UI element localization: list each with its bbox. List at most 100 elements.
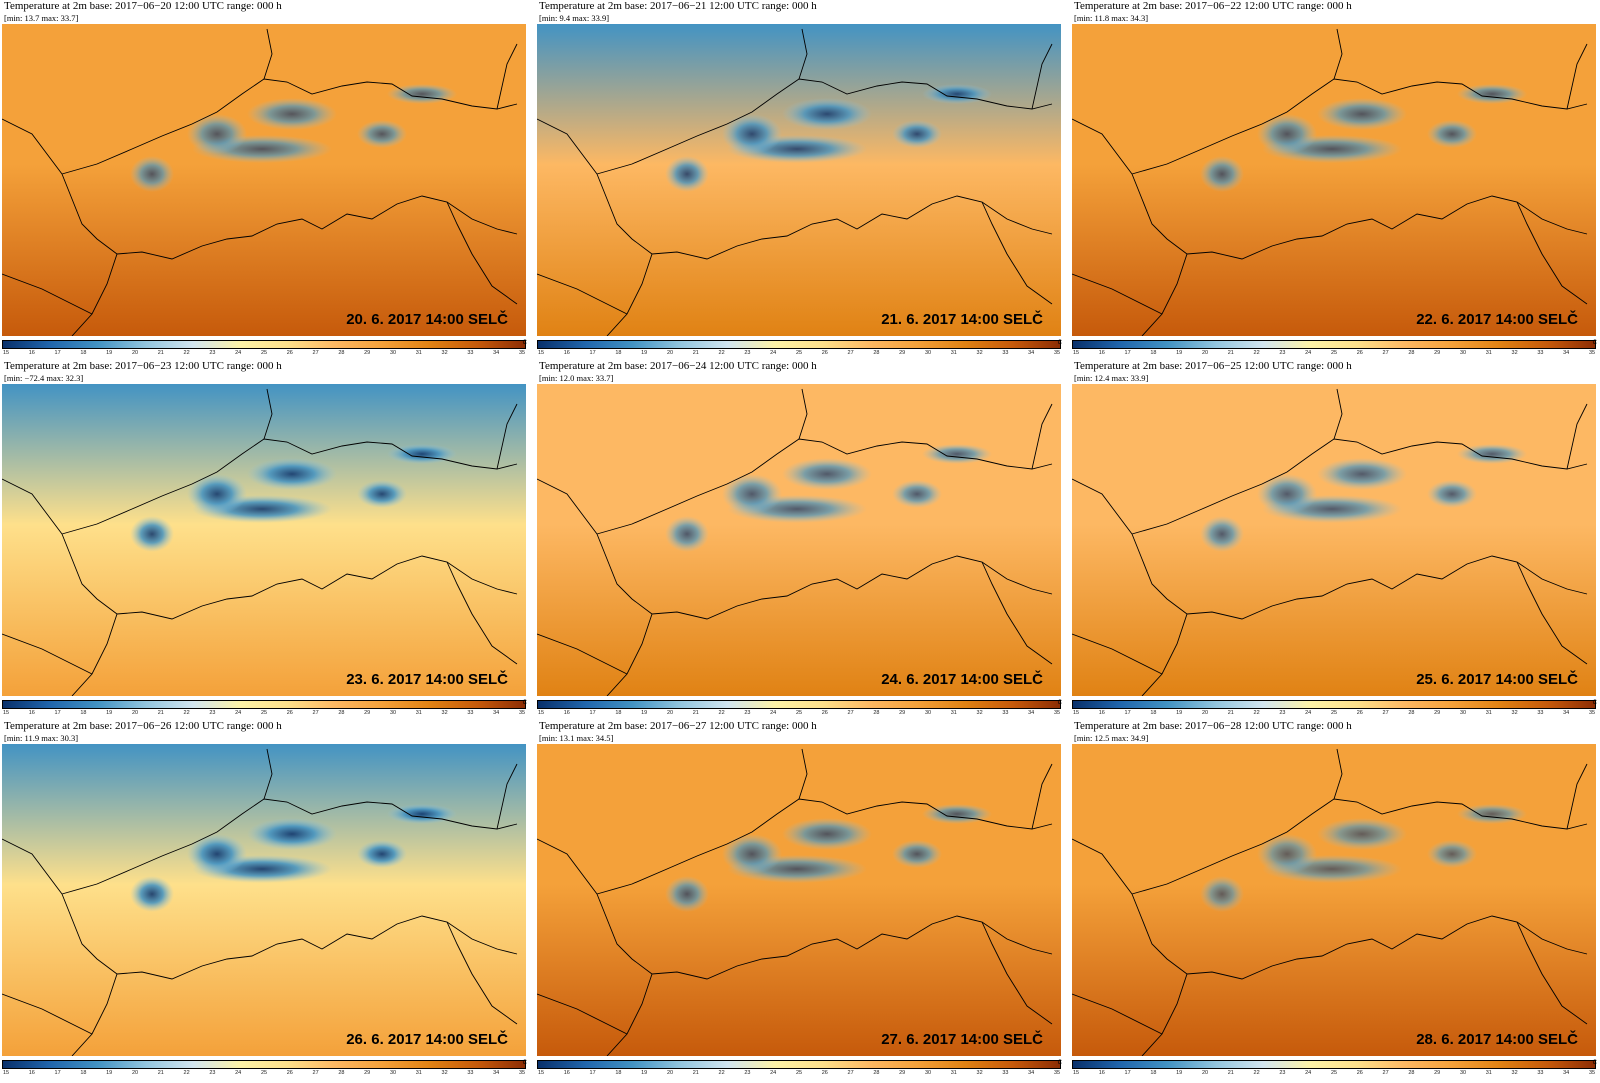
colorbar-ticks: 15 16 17 18 19 20 21 22 23 24 25 26 27 28 29 30 31 32 33 34… [537,710,1061,718]
colorbar-tick-label: 27 [312,710,319,716]
colorbar-tick-label: 18 [615,350,622,356]
colorbar-tick-label: 26 [1356,350,1363,356]
colorbar-tick-label: 24 [235,1070,242,1076]
colorbar-tick-label: 20 [131,710,139,716]
date-label: 23. 6. 2017 14:00 SELČ [346,671,508,688]
colorbar-tick-label: 25 [1330,350,1338,356]
date-label: 22. 6. 2017 14:00 SELČ [1416,311,1578,328]
colorbar-tick-label: 30 [389,1070,397,1076]
colorbar-tick-label: 24 [770,350,777,356]
colorbar-tick-label: 31 [415,1070,422,1076]
colorbar-tick-label: 15 [1072,1070,1080,1076]
colorbar-tick-label: 31 [415,350,422,356]
temperature-map: 22. 6. 2017 14:00 SELČ [1072,24,1596,336]
colorbar-unit: C [1057,1060,1062,1066]
colorbar-tick-label: 27 [312,1070,319,1076]
colorbar-tick-label: 30 [1459,710,1467,716]
colorbar-tick-label: 21 [157,1070,164,1076]
colorbar-ticks: 15 16 17 18 19 20 21 22 23 24 25 26 27 28 29 30 31 32 33 34… [537,1070,1061,1078]
colorbar-tick-label: 19 [641,350,648,356]
colorbar-tick-label: 15 [1072,710,1080,716]
colorbar-tick-label: 23 [1279,1070,1286,1076]
colorbar-tick-label: 22 [1253,1070,1260,1076]
colorbar-tick-label: 29 [899,1070,906,1076]
panel-title: Temperature at 2m base: 2017−06−28 12:00… [1074,720,1352,732]
colorbar-tick-label: 19 [641,1070,648,1076]
forecast-panel: Temperature at 2m base: 2017−06−24 12:00… [535,360,1062,718]
colorbar-tick-label: 25 [1330,710,1338,716]
colorbar-tick-label: 22 [1253,710,1260,716]
panel-title: Temperature at 2m base: 2017−06−23 12:00… [4,360,282,372]
colorbar-tick-label: 27 [1382,710,1389,716]
colorbar-tick-label: 17 [589,710,596,716]
colorbar-tick-label: 25 [795,350,803,356]
colorbar [537,700,1061,709]
colorbar-tick-label: 32 [1511,1070,1518,1076]
colorbar-tick-label: 26 [286,1070,293,1076]
colorbar-tick-label: 19 [106,710,113,716]
colorbar-tick-label: 19 [1176,1070,1183,1076]
colorbar-tick-label: 25 [1330,1070,1338,1076]
colorbar-tick-label: 34 [493,710,500,716]
colorbar-tick-label: 19 [106,350,113,356]
colorbar-tick-label: 20 [666,710,674,716]
panel-title: Temperature at 2m base: 2017−06−21 12:00… [539,0,817,12]
colorbar-tick-label: 29 [1434,1070,1441,1076]
colorbar-tick-label: 26 [821,710,828,716]
colorbar-tick-label: 35 [1588,710,1596,716]
colorbar-tick-label: 19 [106,1070,113,1076]
colorbar [1072,340,1596,349]
colorbar-tick-label: 35 [1053,350,1061,356]
colorbar-tick-label: 26 [1356,1070,1363,1076]
colorbar-tick-label: 26 [286,350,293,356]
colorbar-tick-label: 21 [157,710,164,716]
panel-title: Temperature at 2m base: 2017−06−22 12:00… [1074,0,1352,12]
panel-range: [min: −72.4 max: 32.3] [4,373,84,383]
colorbar-tick-label: 30 [924,1070,932,1076]
colorbar-tick-label: 34 [1028,1070,1035,1076]
colorbar-tick-label: 18 [615,710,622,716]
colorbar-tick-label: 17 [1124,1070,1131,1076]
colorbar-tick-label: 16 [1098,350,1105,356]
colorbar-tick-label: 32 [1511,350,1518,356]
colorbar-tick-label: 34 [1563,1070,1570,1076]
colorbar-tick-label: 28 [873,710,880,716]
panel-range: [min: 9.4 max: 33.9] [539,13,610,23]
panel-range: [min: 12.5 max: 34.9] [1074,733,1149,743]
colorbar-tick-label: 31 [950,1070,957,1076]
colorbar-tick-label: 31 [1485,1070,1492,1076]
colorbar-tick-label: 33 [467,350,474,356]
colorbar-tick-label: 30 [1459,1070,1467,1076]
colorbar-tick-label: 33 [1002,1070,1009,1076]
forecast-panel: Temperature at 2m base: 2017−06−25 12:00… [1070,360,1597,718]
colorbar-tick-label: 35 [1588,350,1596,356]
colorbar-tick-label: 33 [1537,350,1544,356]
colorbar-tick-label: 35 [518,1070,526,1076]
colorbar-tick-label: 20 [1201,350,1209,356]
panel-range: [min: 12.0 max: 33.7] [539,373,614,383]
panel-range: [min: 11.8 max: 34.3] [1074,13,1149,23]
temperature-map: 25. 6. 2017 14:00 SELČ [1072,384,1596,696]
colorbar-tick-label: 29 [899,710,906,716]
colorbar-tick-label: 32 [976,1070,983,1076]
colorbar-tick-label: 28 [873,1070,880,1076]
forecast-panel: Temperature at 2m base: 2017−06−26 12:00… [0,720,527,1078]
colorbar-tick-label: 15 [2,1070,10,1076]
colorbar-tick-label: 30 [924,710,932,716]
colorbar-tick-label: 19 [1176,350,1183,356]
colorbar-tick-label: 15 [1072,350,1080,356]
colorbar-tick-label: 22 [718,710,725,716]
colorbar-tick-label: 33 [1002,350,1009,356]
colorbar-unit: C [522,340,527,346]
temperature-map: 27. 6. 2017 14:00 SELČ [537,744,1061,1056]
colorbar-tick-label: 18 [80,350,87,356]
colorbar-tick-label: 24 [235,350,242,356]
colorbar-tick-label: 21 [1227,350,1234,356]
colorbar-tick-label: 35 [518,710,526,716]
colorbar-tick-label: 18 [80,1070,87,1076]
colorbar-tick-label: 17 [54,350,61,356]
colorbar-unit: C [1592,340,1597,346]
colorbar-tick-label: 34 [493,350,500,356]
colorbar-tick-label: 16 [28,1070,35,1076]
colorbar-tick-label: 19 [1176,710,1183,716]
